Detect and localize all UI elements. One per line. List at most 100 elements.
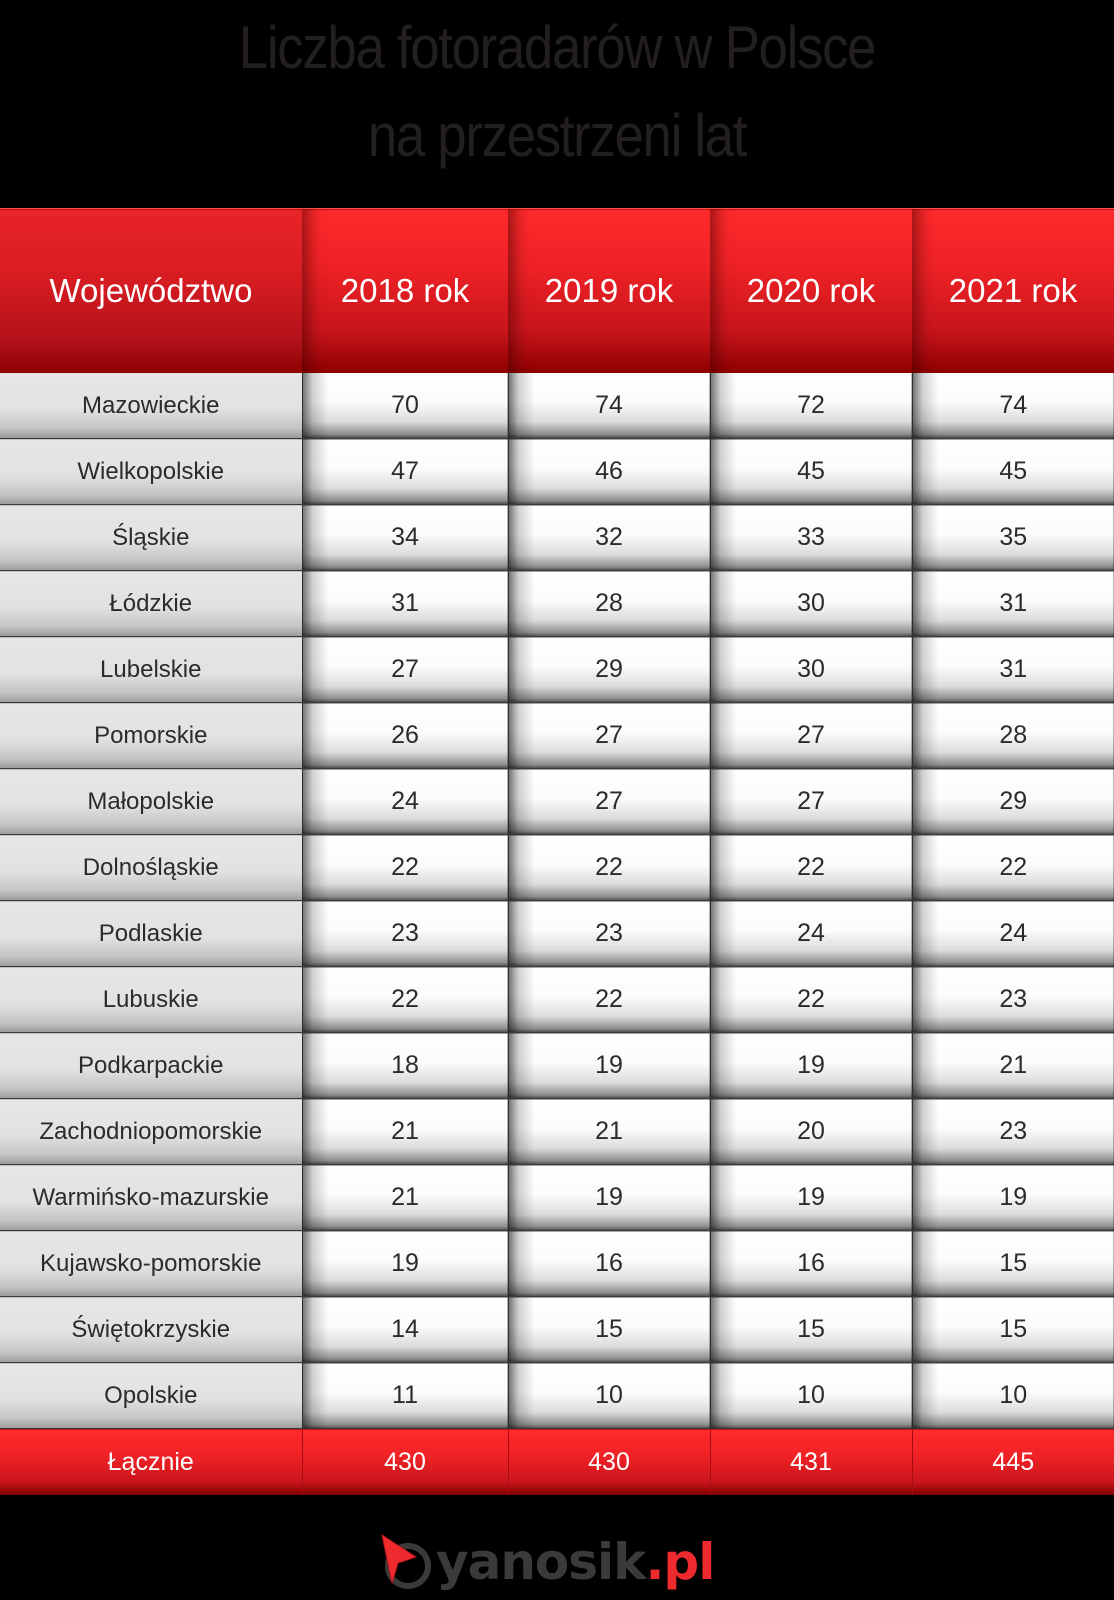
region-name: Lubelskie	[0, 636, 302, 703]
region-name: Łódzkie	[0, 570, 302, 637]
value-2021: 24	[911, 900, 1114, 967]
value-2021: 23	[911, 966, 1114, 1033]
logo-tld: .pl	[645, 1533, 715, 1591]
value-2021: 29	[911, 768, 1114, 835]
value-2021: 74	[911, 373, 1114, 439]
value-2018: 19	[301, 1230, 508, 1297]
column-header-2019: 2019 rok	[508, 208, 710, 373]
column-header-region: Województwo	[0, 208, 302, 373]
table-row: Lubelskie 27 29 30 31	[0, 636, 1114, 703]
region-name: Świętokrzyskie	[0, 1296, 302, 1363]
table-row: Kujawsko-pomorskie 19 16 16 15	[0, 1230, 1114, 1297]
value-2020: 22	[709, 834, 912, 901]
column-header-2020: 2020 rok	[710, 208, 912, 373]
value-2019: 19	[507, 1164, 710, 1231]
region-name: Zachodniopomorskie	[0, 1098, 302, 1165]
region-name: Kujawsko-pomorskie	[0, 1230, 302, 1297]
table-row: Podlaskie 23 23 24 24	[0, 900, 1114, 967]
value-2018: 27	[301, 636, 508, 703]
region-name: Podkarpackie	[0, 1032, 302, 1099]
value-2020: 16	[709, 1230, 912, 1297]
value-2020: 72	[709, 373, 912, 439]
value-2018: 24	[301, 768, 508, 835]
value-2018: 18	[301, 1032, 508, 1099]
table-row: Świętokrzyskie 14 15 15 15	[0, 1296, 1114, 1363]
value-2020: 19	[709, 1164, 912, 1231]
region-name: Warmińsko-mazurskie	[0, 1164, 302, 1231]
value-2020: 45	[709, 438, 912, 505]
value-2021: 10	[911, 1362, 1114, 1429]
table-row: Pomorskie 26 27 27 28	[0, 702, 1114, 769]
value-2020: 15	[709, 1296, 912, 1363]
region-name: Lubuskie	[0, 966, 302, 1033]
table-row: Lubuskie 22 22 22 23	[0, 966, 1114, 1033]
compass-arrow-icon	[380, 1533, 432, 1591]
value-2018: 22	[301, 966, 508, 1033]
table-row: Opolskie 11 10 10 10	[0, 1362, 1114, 1429]
value-2018: 11	[301, 1362, 508, 1429]
value-2019: 32	[507, 504, 710, 571]
value-2019: 27	[507, 768, 710, 835]
table-row: Dolnośląskie 22 22 22 22	[0, 834, 1114, 901]
value-2018: 31	[301, 570, 508, 637]
table-row: Łódzkie 31 28 30 31	[0, 570, 1114, 637]
value-2019: 21	[507, 1098, 710, 1165]
table-row: Małopolskie 24 27 27 29	[0, 768, 1114, 835]
value-2021: 19	[911, 1164, 1114, 1231]
value-2019: 10	[507, 1362, 710, 1429]
table-row: Warmińsko-mazurskie 21 19 19 19	[0, 1164, 1114, 1231]
value-2018: 26	[301, 702, 508, 769]
value-2018: 21	[301, 1164, 508, 1231]
value-2021: 31	[911, 570, 1114, 637]
value-2020: 19	[709, 1032, 912, 1099]
value-2021: 23	[911, 1098, 1114, 1165]
table-row: Śląskie 34 32 33 35	[0, 504, 1114, 571]
speed-camera-table: Województwo 2018 rok 2019 rok 2020 rok 2…	[0, 208, 1114, 1495]
value-2020: 27	[709, 702, 912, 769]
value-2019: 28	[507, 570, 710, 637]
total-2019: 430	[507, 1428, 710, 1495]
value-2020: 30	[709, 570, 912, 637]
total-row: Łącznie 430 430 431 445	[0, 1428, 1114, 1495]
value-2020: 20	[709, 1098, 912, 1165]
table-row: Zachodniopomorskie 21 21 20 23	[0, 1098, 1114, 1165]
header-row: Województwo 2018 rok 2019 rok 2020 rok 2…	[0, 208, 1114, 373]
yanosik-logo: yanosik.pl	[380, 1532, 740, 1592]
region-name: Mazowieckie	[0, 373, 302, 439]
value-2018: 70	[301, 373, 508, 439]
logo-wordmark: yanosik.pl	[436, 1533, 715, 1591]
value-2019: 22	[507, 966, 710, 1033]
value-2020: 30	[709, 636, 912, 703]
region-name: Pomorskie	[0, 702, 302, 769]
value-2021: 22	[911, 834, 1114, 901]
value-2021: 21	[911, 1032, 1114, 1099]
value-2018: 14	[301, 1296, 508, 1363]
value-2021: 45	[911, 438, 1114, 505]
table-row: Podkarpackie 18 19 19 21	[0, 1032, 1114, 1099]
value-2020: 27	[709, 768, 912, 835]
value-2018: 21	[301, 1098, 508, 1165]
value-2020: 24	[709, 900, 912, 967]
chart-title: Liczba fotoradarów w Polsce na przestrze…	[67, 0, 1047, 208]
value-2020: 10	[709, 1362, 912, 1429]
table-row: Mazowieckie 70 74 72 74	[0, 373, 1114, 439]
value-2019: 29	[507, 636, 710, 703]
total-2021: 445	[911, 1428, 1114, 1495]
value-2021: 31	[911, 636, 1114, 703]
value-2020: 22	[709, 966, 912, 1033]
region-name: Wielkopolskie	[0, 438, 302, 505]
value-2019: 23	[507, 900, 710, 967]
region-name: Małopolskie	[0, 768, 302, 835]
column-header-2021: 2021 rok	[912, 208, 1114, 373]
value-2021: 15	[911, 1296, 1114, 1363]
value-2021: 15	[911, 1230, 1114, 1297]
value-2020: 33	[709, 504, 912, 571]
column-header-2018: 2018 rok	[302, 208, 508, 373]
value-2018: 47	[301, 438, 508, 505]
total-label: Łącznie	[0, 1428, 302, 1495]
value-2019: 16	[507, 1230, 710, 1297]
value-2018: 23	[301, 900, 508, 967]
total-2020: 431	[709, 1428, 912, 1495]
value-2021: 35	[911, 504, 1114, 571]
region-name: Opolskie	[0, 1362, 302, 1429]
